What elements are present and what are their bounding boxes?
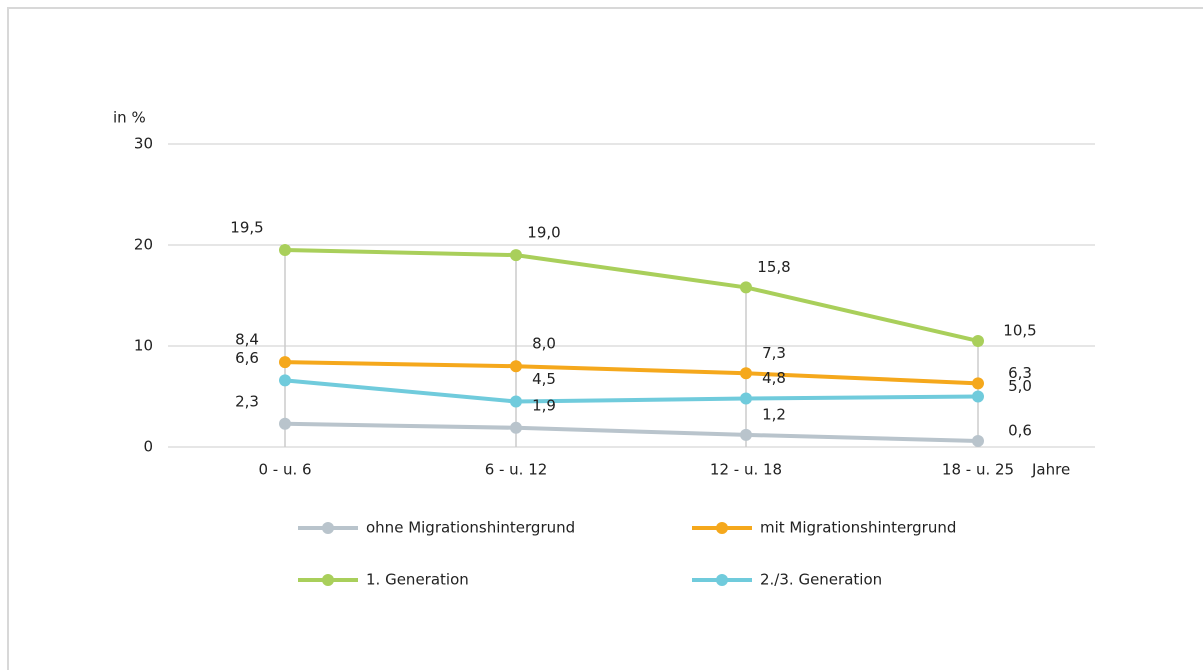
series-point — [972, 390, 984, 403]
data-label: 4,8 — [762, 369, 786, 387]
series-point — [740, 428, 752, 441]
legend-marker — [716, 574, 728, 586]
data-label: 19,0 — [527, 224, 560, 242]
series-point — [279, 244, 291, 257]
y-tick-label: 10 — [134, 337, 153, 355]
data-label: 7,3 — [762, 344, 786, 362]
legend-label: 1. Generation — [366, 571, 469, 589]
data-label: 1,9 — [532, 396, 556, 414]
y-tick-label: 20 — [134, 236, 153, 254]
series-point — [279, 356, 291, 369]
legend-label: mit Migrationshintergrund — [760, 519, 956, 537]
legend-marker — [322, 522, 334, 534]
series-point — [972, 334, 984, 347]
x-tick-label: 6 - u. 12 — [485, 461, 548, 479]
series-point — [740, 281, 752, 294]
data-label: 15,8 — [757, 258, 790, 276]
y-axis-label: in % — [113, 109, 146, 127]
data-label: 8,4 — [235, 331, 259, 349]
series-point — [740, 367, 752, 380]
series-line — [284, 248, 979, 343]
x-tick-label: 18 - u. 25 — [942, 461, 1014, 479]
data-label: 6,6 — [235, 349, 259, 367]
series-point — [279, 374, 291, 387]
series-point — [740, 392, 752, 405]
data-label: 19,5 — [230, 219, 263, 237]
data-label: 0,6 — [1008, 421, 1032, 439]
data-label: 6,3 — [1008, 364, 1032, 382]
series-line — [284, 360, 979, 386]
legend-marker — [716, 522, 728, 534]
data-label: 8,0 — [532, 335, 556, 353]
x-axis-label: Jahre — [1031, 461, 1070, 479]
y-tick-label: 30 — [134, 135, 153, 153]
series-point — [279, 417, 291, 430]
data-label: 10,5 — [1003, 321, 1036, 339]
data-label: 1,2 — [762, 405, 786, 423]
frame — [7, 7, 1203, 670]
data-label: 2,3 — [235, 392, 259, 410]
series-line — [284, 378, 979, 404]
series-point — [510, 249, 522, 262]
x-tick-label: 0 - u. 6 — [258, 461, 311, 479]
legend-label: 2./3. Generation — [760, 571, 882, 589]
data-label: 4,5 — [532, 370, 556, 388]
y-tick-label: 0 — [143, 438, 153, 456]
series-line — [284, 421, 979, 443]
series-point — [510, 395, 522, 408]
data-label: 5,0 — [1008, 377, 1032, 395]
series-point — [972, 377, 984, 390]
series-point — [510, 421, 522, 434]
series-point — [510, 360, 522, 373]
legend-label: ohne Migrationshintergrund — [366, 519, 575, 537]
series-point — [972, 434, 984, 447]
legend-marker — [322, 574, 334, 586]
x-tick-label: 12 - u. 18 — [710, 461, 782, 479]
